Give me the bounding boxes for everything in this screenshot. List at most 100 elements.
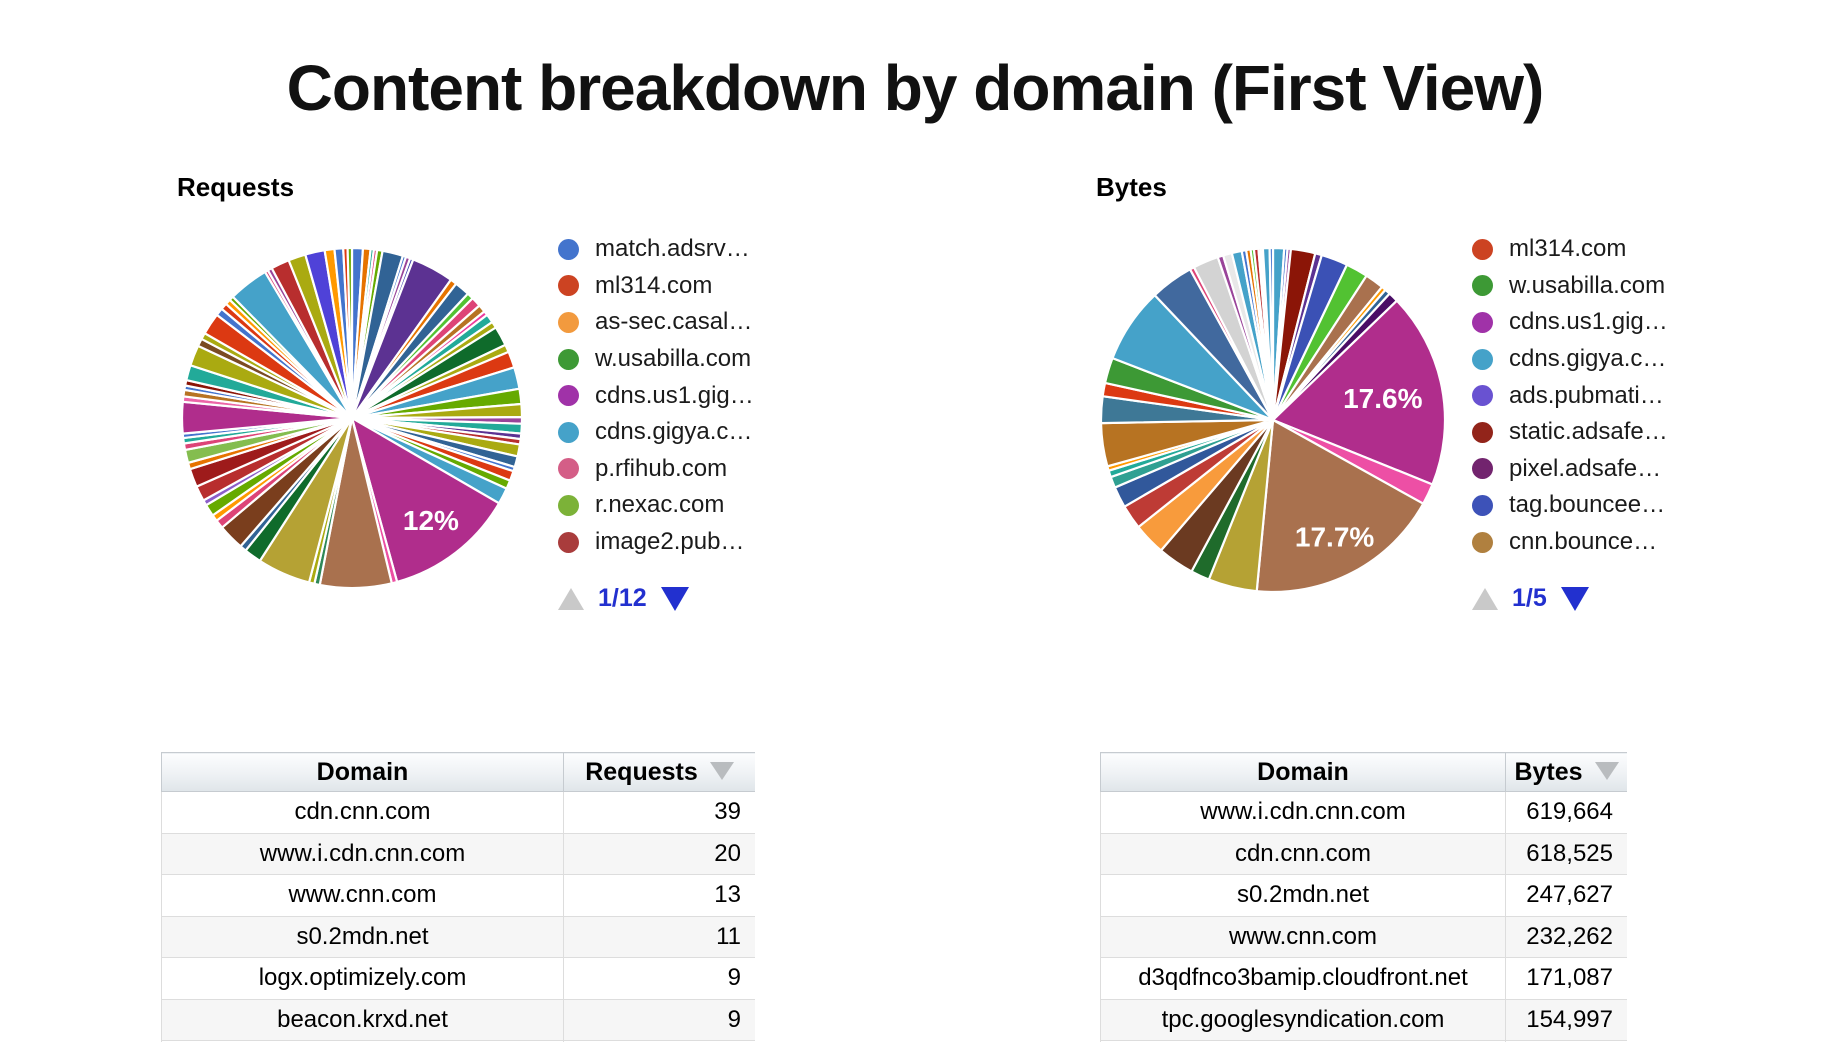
legend-item-label: cdns.gigya.c… <box>595 418 753 446</box>
legend-dot-icon <box>1472 494 1493 516</box>
table-row: www.cnn.com 13 <box>161 874 755 917</box>
legend-dot-icon <box>1472 531 1493 553</box>
bytes-pie-chart[interactable]: 17.6% 17.7% <box>1097 244 1449 596</box>
pie-slice[interactable] <box>350 415 501 584</box>
legend-item: cdns.gigya.c… <box>558 414 754 451</box>
legend-item-label: pixel.adsafe… <box>1509 454 1662 482</box>
legend-item-label: cdns.gigya.c… <box>1509 345 1667 373</box>
legend-page-up-icon[interactable] <box>1472 587 1498 610</box>
domain-cell: www.i.cdn.cnn.com <box>1100 791 1506 834</box>
legend-item: cdns.gigya.c… <box>1472 341 1668 378</box>
value-cell: 618,525 <box>1505 832 1627 875</box>
domain-cell: beacon.krxd.net <box>161 998 564 1041</box>
legend-dot-icon <box>558 531 579 553</box>
requests-legend-pager: 1/12 <box>558 584 689 613</box>
bytes-legend: ml314.com w.usabilla.com cdns.us1.gig… cdns… <box>1472 231 1668 560</box>
legend-page-indicator: 1/12 <box>598 584 647 612</box>
legend-dot-icon <box>558 275 579 297</box>
legend-item: w.usabilla.com <box>1472 268 1668 305</box>
legend-item-label: match.adsrv… <box>595 235 750 263</box>
pie-slice[interactable] <box>1255 418 1425 594</box>
pie-percent-label: 17.6% <box>1343 383 1422 414</box>
value-cell: 20 <box>563 832 755 875</box>
legend-dot-icon <box>1472 238 1493 260</box>
legend-page-down-icon[interactable] <box>1560 586 1589 611</box>
legend-dot-icon <box>558 421 579 443</box>
legend-dot-icon <box>1472 348 1493 370</box>
value-cell: 619,664 <box>1505 791 1627 834</box>
sort-desc-icon <box>1594 761 1619 780</box>
legend-item: pixel.adsafe… <box>1472 451 1668 488</box>
table-header-row: Domain Requests <box>161 752 755 792</box>
domain-cell: cdn.cnn.com <box>1100 832 1506 875</box>
legend-item: r.nexac.com <box>558 487 754 524</box>
legend-item-label: r.nexac.com <box>595 491 725 519</box>
legend-item: w.usabilla.com <box>558 341 754 378</box>
domain-cell: logx.optimizely.com <box>161 957 564 1000</box>
value-cell: 9 <box>563 957 755 1000</box>
legend-item-label: tag.bouncee… <box>1509 491 1666 519</box>
bytes-table: Domain Bytes www.i.cdn.cnn.com 619,664 cdn… <box>1100 752 1627 1042</box>
column-header-domain[interactable]: Domain <box>1100 752 1506 792</box>
column-header-bytes[interactable]: Bytes <box>1505 752 1627 792</box>
table-row: d3qdfnco3bamip.cloudfront.net 171,087 <box>1100 957 1627 1000</box>
legend-item: cnn.bounce… <box>1472 524 1668 561</box>
table-row: s0.2mdn.net 247,627 <box>1100 874 1627 917</box>
table-row: www.i.cdn.cnn.com 619,664 <box>1100 791 1627 834</box>
value-cell: 171,087 <box>1505 957 1627 1000</box>
legend-item: cdns.us1.gig… <box>1472 304 1668 341</box>
legend-dot-icon <box>558 494 579 516</box>
legend-item-label: cnn.bounce… <box>1509 528 1658 556</box>
legend-item-label: ads.pubmati… <box>1509 381 1664 409</box>
bytes-legend-pager: 1/5 <box>1472 584 1589 613</box>
legend-item-label: cdns.us1.gig… <box>595 381 754 409</box>
legend-item-label: static.adsafe… <box>1509 418 1668 446</box>
legend-dot-icon <box>1472 421 1493 443</box>
table-row: www.i.cdn.cnn.com 20 <box>161 832 755 875</box>
domain-cell: tpc.googlesyndication.com <box>1100 998 1506 1041</box>
legend-dot-icon <box>558 348 579 370</box>
legend-item: static.adsafe… <box>1472 414 1668 451</box>
column-header-domain[interactable]: Domain <box>161 752 564 792</box>
legend-page-up-icon[interactable] <box>558 587 584 610</box>
pie-slice[interactable] <box>346 246 354 419</box>
value-cell: 9 <box>563 998 755 1041</box>
pie-slice[interactable] <box>1271 299 1447 486</box>
table-row: cdn.cnn.com 39 <box>161 791 755 834</box>
legend-item: as-sec.casal… <box>558 304 754 341</box>
legend-dot-icon <box>558 385 579 407</box>
value-cell <box>563 1040 755 1042</box>
requests-pie-chart[interactable]: 12% <box>178 244 526 592</box>
table-row: tpc.googlesyndication.com 154,997 <box>1100 998 1627 1041</box>
domain-cell: www.cnn.com <box>161 874 564 917</box>
table-row: cdn.cnn.com 618,525 <box>1100 832 1627 875</box>
legend-item: tag.bouncee… <box>1472 487 1668 524</box>
legend-item: p.rfihub.com <box>558 451 754 488</box>
legend-page-down-icon[interactable] <box>660 586 689 611</box>
legend-item-label: as-sec.casal… <box>595 308 753 336</box>
value-cell: 13 <box>563 874 755 917</box>
pie-slice[interactable] <box>1268 246 1275 421</box>
legend-item-label: ml314.com <box>595 271 713 299</box>
domain-cell: cdn.cnn.com <box>161 791 564 834</box>
column-header-requests[interactable]: Requests <box>563 752 755 792</box>
legend-item-label: image2.pub… <box>595 528 745 556</box>
value-cell: 11 <box>563 915 755 958</box>
page-title: Content breakdown by domain (First View) <box>286 51 1545 124</box>
pie-percent-label: 17.7% <box>1295 522 1374 553</box>
value-cell <box>1505 1040 1627 1042</box>
table-header-row: Domain Bytes <box>1100 752 1627 792</box>
table-row: logx.optimizely.com 9 <box>161 957 755 1000</box>
bytes-chart-title: Bytes <box>1096 172 1167 202</box>
table-row-partial <box>161 1040 755 1042</box>
table-row: www.cnn.com 232,262 <box>1100 915 1627 958</box>
table-row: beacon.krxd.net 9 <box>161 998 755 1041</box>
legend-dot-icon <box>1472 311 1493 333</box>
value-cell: 39 <box>563 791 755 834</box>
legend-item-label: w.usabilla.com <box>1509 271 1666 299</box>
table-row-partial <box>1100 1040 1627 1042</box>
requests-chart-title: Requests <box>177 172 295 202</box>
value-cell: 232,262 <box>1505 915 1627 958</box>
domain-cell: s0.2mdn.net <box>161 915 564 958</box>
pie-percent-label: 12% <box>403 505 459 536</box>
